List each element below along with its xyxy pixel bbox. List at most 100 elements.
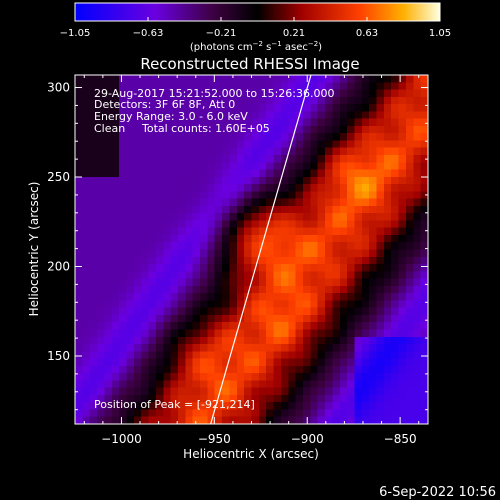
heatmap-cell [347, 184, 356, 192]
heatmap-cell [302, 242, 311, 251]
heatmap-cell [369, 96, 378, 105]
heatmap-cell [155, 271, 164, 280]
heatmap-cell [207, 227, 216, 236]
heatmap-cell [244, 300, 253, 309]
heatmap-cell [185, 322, 194, 331]
heatmap-cell [75, 169, 83, 178]
heatmap-cell [339, 387, 348, 396]
heatmap-cell [325, 162, 333, 171]
heatmap-cell [148, 242, 157, 251]
heatmap-cell [383, 358, 392, 367]
heatmap-cell [119, 125, 128, 134]
heatmap-cell [405, 227, 414, 236]
heatmap-cell [97, 278, 106, 287]
heatmap-cell [391, 118, 400, 127]
heatmap-cell [332, 314, 341, 323]
heatmap-cell [236, 154, 245, 163]
heatmap-cell [185, 184, 194, 192]
heatmap-cell [141, 264, 150, 272]
heatmap-cell [229, 227, 238, 236]
heatmap-cell [236, 205, 245, 214]
heatmap-cell [398, 256, 407, 265]
heatmap-cell [133, 133, 142, 142]
heatmap-cell [229, 365, 238, 374]
heatmap-cell [119, 416, 128, 424]
heatmap-cell [97, 234, 106, 243]
heatmap-cell [347, 314, 356, 323]
heatmap-cell [141, 380, 150, 389]
heatmap-cell [97, 147, 106, 156]
heatmap-cell [104, 300, 113, 309]
heatmap-cell [82, 336, 91, 345]
heatmap-cell [266, 140, 275, 149]
heatmap-cell [354, 329, 363, 338]
heatmap-cell [280, 104, 289, 112]
heatmap-cell [354, 176, 363, 185]
heatmap-cell [325, 387, 333, 396]
heatmap-cell [251, 234, 260, 243]
heatmap-cell [295, 314, 304, 323]
heatmap-cell [222, 227, 231, 236]
heatmap-cell [244, 402, 253, 411]
heatmap-cell [405, 358, 414, 367]
heatmap-cell [354, 322, 363, 331]
heatmap-cell [82, 191, 91, 200]
heatmap-cell [310, 409, 319, 418]
heatmap-cell [361, 75, 370, 83]
heatmap-cell [97, 162, 106, 171]
heatmap-cell [310, 242, 319, 251]
heatmap-cell [97, 256, 106, 265]
heatmap-cell [236, 344, 245, 352]
heatmap-cell [347, 293, 356, 301]
heatmap-cell [317, 394, 326, 403]
heatmap-cell [222, 125, 231, 134]
heatmap-cell [192, 75, 201, 83]
heatmap-cell [111, 351, 120, 360]
heatmap-cell [413, 169, 422, 178]
heatmap-cell [339, 154, 348, 163]
y-tick-label: 150 [47, 349, 70, 363]
heatmap-cell [302, 213, 311, 222]
heatmap-cell [133, 285, 142, 294]
heatmap-cell [126, 278, 135, 287]
heatmap-cell [97, 140, 106, 149]
heatmap-cell [244, 147, 253, 156]
heatmap-cell [258, 191, 267, 200]
heatmap-cell [133, 344, 142, 352]
heatmap-cell [170, 169, 179, 178]
heatmap-cell [155, 365, 164, 374]
heatmap-cell [354, 249, 363, 258]
heatmap-cell [280, 82, 289, 91]
heatmap-cell [111, 242, 120, 251]
heatmap-cell [185, 394, 194, 403]
heatmap-cell [310, 154, 319, 163]
heatmap-cell [339, 213, 348, 222]
heatmap-cell [82, 111, 91, 120]
heatmap-cell [405, 314, 414, 323]
heatmap-cell [391, 285, 400, 294]
heatmap-cell [82, 242, 91, 251]
heatmap-cell [89, 96, 98, 105]
heatmap-cell [398, 365, 407, 374]
heatmap-cell [302, 358, 311, 367]
heatmap-cell [310, 416, 319, 424]
heatmap-cell [75, 176, 83, 185]
heatmap-cell [177, 358, 186, 367]
heatmap-cell [288, 147, 297, 156]
heatmap-cell [244, 191, 253, 200]
colorbar-tick-label: 0.63 [356, 28, 378, 39]
heatmap-cell [192, 234, 201, 243]
heatmap-cell [155, 285, 164, 294]
heatmap-cell [288, 104, 297, 112]
heatmap-cell [222, 104, 231, 112]
heatmap-cell [214, 336, 223, 345]
heatmap-cell [141, 344, 150, 352]
colorbar-ticks: −1.05 −0.63 −0.21 0.21 0.63 1.05 [60, 17, 451, 39]
heatmap-cell [369, 205, 378, 214]
heatmap-cell [251, 365, 260, 374]
heatmap-cell [207, 249, 216, 258]
heatmap-cell [229, 133, 238, 142]
heatmap-cell [398, 329, 407, 338]
heatmap-cell [354, 96, 363, 105]
heatmap-cell [347, 234, 356, 243]
